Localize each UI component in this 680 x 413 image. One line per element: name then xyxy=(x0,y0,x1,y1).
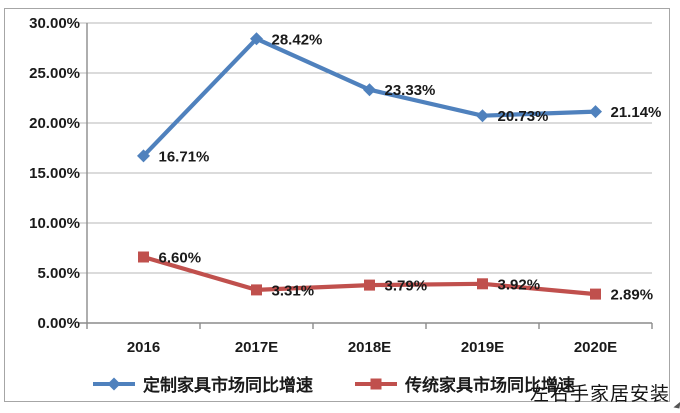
data-label: 23.33% xyxy=(385,82,436,99)
legend-item-traditional-furniture: 传统家具市场同比增速 xyxy=(354,371,575,396)
y-axis-tick-label: 0.00% xyxy=(37,315,80,332)
x-axis-tick-label: 2016 xyxy=(127,339,160,356)
data-point-marker xyxy=(138,251,149,263)
data-label: 28.42% xyxy=(272,31,323,48)
line-diamond-marker-icon xyxy=(93,377,135,390)
data-point-marker xyxy=(363,83,376,97)
data-point-marker xyxy=(364,279,375,291)
data-label: 3.92% xyxy=(498,276,541,293)
x-axis-tick-label: 2018E xyxy=(348,339,391,356)
legend-label-custom-furniture: 定制家具市场同比增速 xyxy=(143,376,313,395)
watermark-text: 左右手家居安装 xyxy=(529,384,670,405)
data-label: 20.73% xyxy=(498,108,549,125)
cursor-mark xyxy=(673,400,680,409)
data-point-marker xyxy=(477,278,488,290)
legend-item-custom-furniture: 定制家具市场同比增速 xyxy=(92,371,313,396)
series-line xyxy=(141,36,598,158)
x-axis-tick-label: 2020E xyxy=(574,339,617,356)
data-point-marker xyxy=(476,109,489,123)
y-axis-tick-label: 15.00% xyxy=(29,165,80,182)
y-axis-tick-label: 5.00% xyxy=(37,265,80,282)
data-point-marker xyxy=(137,149,150,163)
data-point-marker xyxy=(250,32,263,46)
data-label: 21.14% xyxy=(611,104,662,121)
data-label: 3.79% xyxy=(385,278,428,295)
y-axis-tick-label: 20.00% xyxy=(29,115,80,132)
data-label: 3.31% xyxy=(272,282,315,299)
y-axis-tick-label: 10.00% xyxy=(29,215,80,232)
legend-label-traditional-furniture: 传统家具市场同比增速 xyxy=(405,376,575,395)
data-label: 2.89% xyxy=(611,287,654,304)
data-point-marker xyxy=(590,288,601,300)
data-label: 6.60% xyxy=(159,250,202,267)
x-axis-tick-label: 2019E xyxy=(461,339,504,356)
line-square-marker-icon xyxy=(355,378,397,389)
y-axis-tick-label: 25.00% xyxy=(29,65,80,82)
x-axis-tick-label: 2017E xyxy=(235,339,278,356)
data-label: 16.71% xyxy=(159,148,210,165)
y-axis-tick-label: 30.00% xyxy=(29,15,80,32)
data-point-marker xyxy=(589,105,602,119)
data-point-marker xyxy=(251,284,262,296)
